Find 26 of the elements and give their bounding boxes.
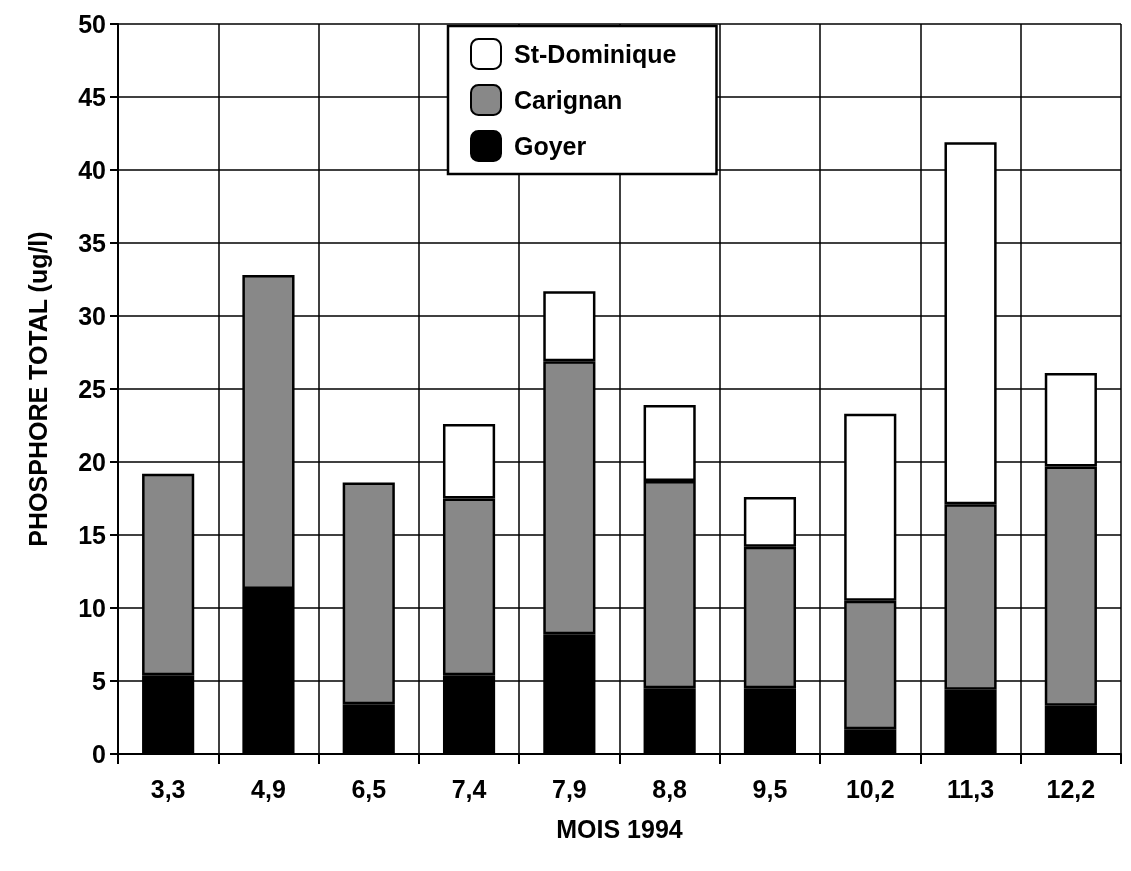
x-tick-label: 7,4 xyxy=(451,774,487,803)
x-tick-label: 9,5 xyxy=(752,774,788,803)
y-tick-label: 15 xyxy=(78,521,107,549)
y-tick-label: 25 xyxy=(78,375,107,403)
y-tick-label: 20 xyxy=(78,448,106,476)
x-tick-label: 6,5 xyxy=(351,774,387,803)
y-tick-label: 10 xyxy=(78,594,106,622)
x-tick-label: 4,9 xyxy=(251,774,286,803)
y-tick-label: 40 xyxy=(78,156,106,184)
x-tick-label: 11,3 xyxy=(946,774,995,803)
y-tick-label: 35 xyxy=(78,229,107,257)
y-axis-title: PHOSPHORE TOTAL (ug/l) xyxy=(23,231,52,547)
x-tick-label: 8,8 xyxy=(652,774,688,803)
y-tick-label: 45 xyxy=(78,83,107,111)
x-axis-title: MOIS 1994 xyxy=(556,814,683,843)
y-tick-label: 50 xyxy=(78,10,106,38)
legend-label: St-Dominique xyxy=(514,40,677,68)
legend-label: Goyer xyxy=(514,132,587,160)
x-tick-label: 12,2 xyxy=(1046,774,1096,803)
legend-label: Carignan xyxy=(514,86,623,114)
y-tick-label: 0 xyxy=(92,740,106,768)
y-tick-label: 5 xyxy=(92,667,107,695)
x-tick-label: 7,9 xyxy=(551,774,587,803)
x-tick-label: 3,3 xyxy=(150,774,186,803)
y-tick-label: 30 xyxy=(78,302,106,330)
x-tick-label: 10,2 xyxy=(845,774,895,803)
